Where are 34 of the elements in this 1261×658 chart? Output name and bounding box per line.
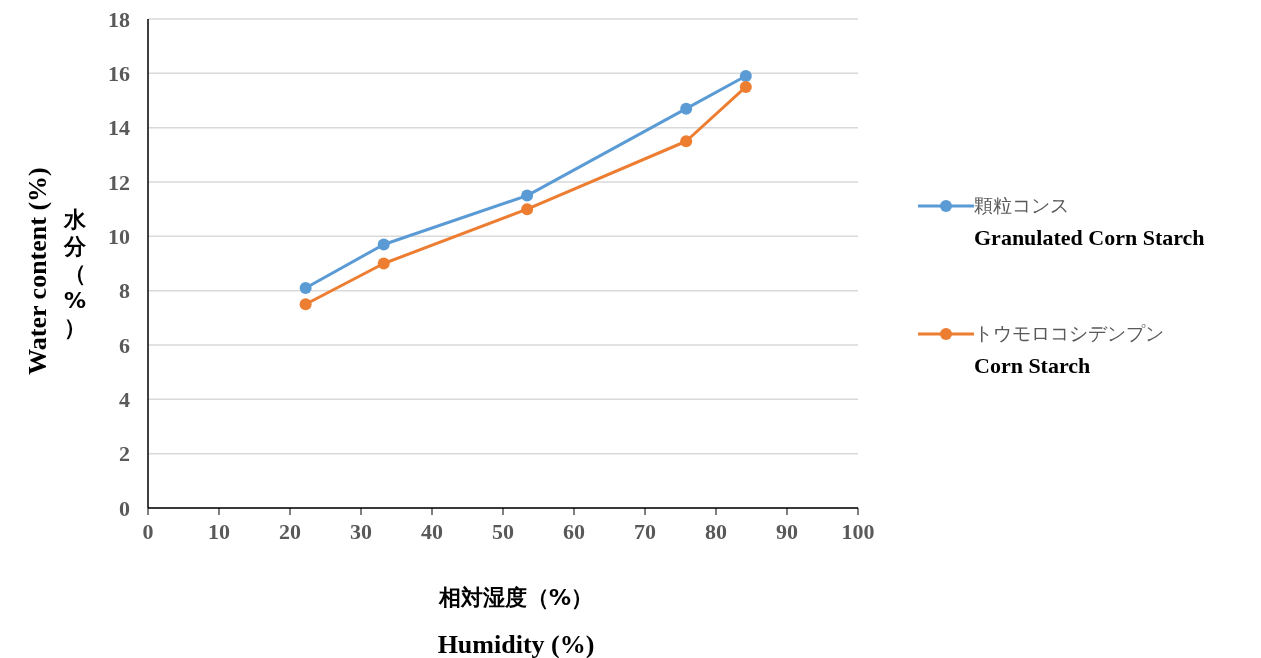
x-tick-label: 60 — [563, 518, 585, 544]
x-tick-label: 70 — [634, 518, 656, 544]
x-tick-label: 30 — [350, 518, 372, 544]
point — [377, 238, 390, 251]
legend-label: 顆粒コンス Granulated Corn Starch — [974, 193, 1205, 251]
point — [521, 189, 534, 202]
point — [299, 298, 312, 311]
point — [739, 80, 752, 93]
y-tick-label: 18 — [108, 6, 130, 32]
x-axis-title: 相対湿度（%） Humidity (%) — [437, 584, 595, 658]
legend-label: トウモロコシデンプン Corn Starch — [974, 321, 1165, 379]
x-tick-label: 40 — [421, 518, 443, 544]
x-tick-label: 10 — [208, 518, 230, 544]
y-tick-label: 8 — [119, 278, 130, 304]
y-tick-label: 2 — [119, 441, 130, 467]
x-tick-label: 100 — [841, 518, 875, 544]
y-tick-label: 0 — [119, 495, 130, 521]
point — [680, 135, 693, 148]
point — [521, 203, 534, 216]
y-tick-label: 16 — [108, 61, 130, 87]
point — [299, 281, 312, 294]
y-tick-label: 6 — [119, 332, 130, 358]
point — [377, 257, 390, 270]
point — [739, 70, 752, 83]
x-tick-label: 80 — [705, 518, 727, 544]
x-tick-label: 0 — [142, 518, 154, 544]
x-tick-label: 50 — [492, 518, 514, 544]
x-tick-label: 90 — [776, 518, 798, 544]
x-tick-label: 20 — [279, 518, 301, 544]
y-tick-label: 4 — [119, 387, 130, 413]
point — [680, 102, 693, 115]
y-tick-label: 10 — [108, 224, 130, 250]
y-tick-label: 14 — [108, 115, 130, 141]
y-tick-label: 12 — [108, 169, 130, 195]
